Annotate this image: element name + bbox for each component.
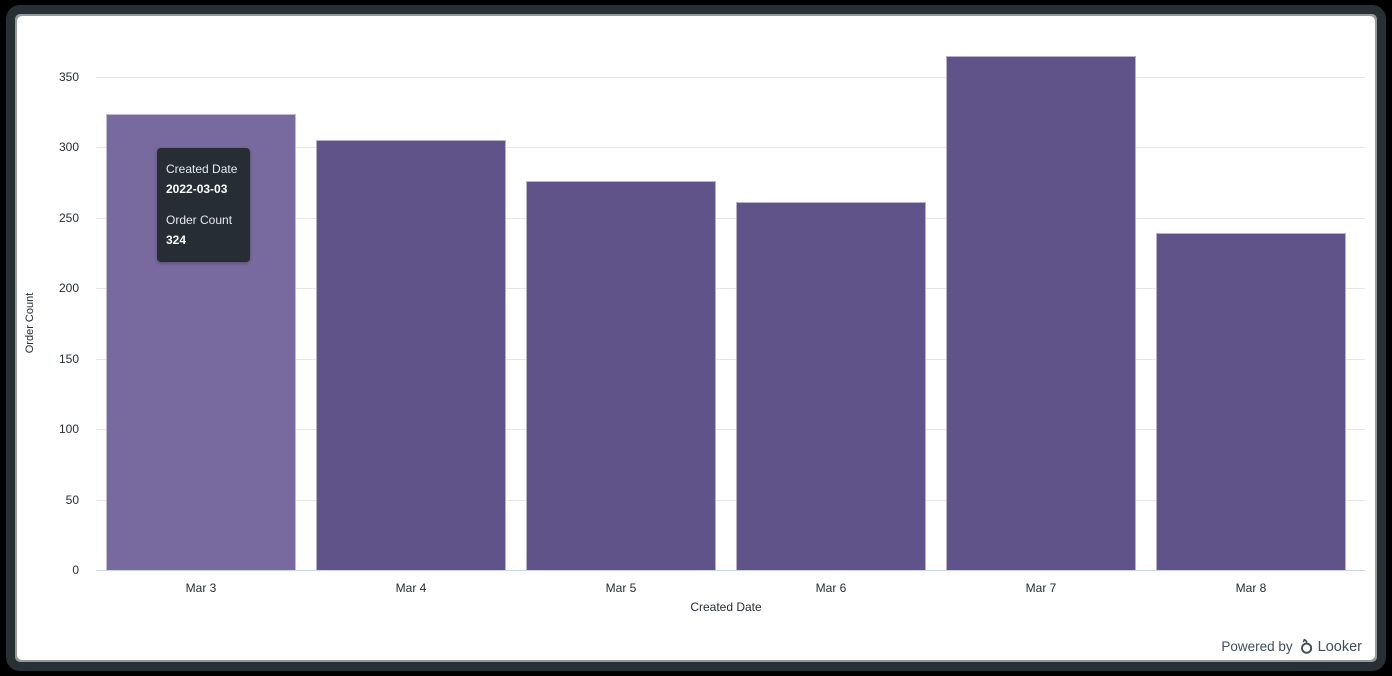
y-tick-label-150: 150: [58, 352, 79, 366]
gridline-y-250: [96, 218, 1365, 219]
y-tick-label-250: 250: [58, 211, 79, 225]
gridline-y-350: [96, 77, 1365, 78]
tooltip-dimension-label: Created Date: [166, 162, 238, 176]
y-tick-label-300: 300: [58, 140, 79, 154]
powered-by-text: Powered by: [1221, 639, 1293, 654]
gridline-y-100: [96, 429, 1365, 430]
powered-by-looker[interactable]: Powered by Looker: [1221, 638, 1362, 655]
brand-text: Looker: [1317, 638, 1362, 655]
x-axis-title: Created Date: [690, 600, 762, 614]
gridline-y-150: [96, 359, 1365, 360]
chart-canvas: Order Count Created Date 0 50 100 150 200 250…: [17, 16, 1375, 660]
gridline-y-200: [96, 288, 1365, 289]
tooltip-dimension-value: 2022-03-03: [166, 182, 228, 196]
x-tick-label-mar-5: Mar 5: [605, 581, 637, 595]
y-tick-label-100: 100: [58, 422, 79, 436]
x-tick-label-mar-3: Mar 3: [185, 581, 217, 595]
y-tick-label-200: 200: [58, 281, 79, 295]
bar-mar-7[interactable]: [946, 56, 1136, 570]
looker-logo-icon: [1300, 638, 1312, 654]
tooltip-measure-label: Order Count: [166, 213, 233, 227]
gridline-y-50: [96, 500, 1365, 501]
y-tick-label-50: 50: [65, 493, 79, 507]
tooltip-spacer: [166, 199, 240, 210]
y-tick-label-0: 0: [72, 563, 79, 577]
x-tick-label-mar-8: Mar 8: [1235, 581, 1267, 595]
bar-mar-5[interactable]: [526, 181, 716, 570]
x-tick-label-mar-4: Mar 4: [395, 581, 427, 595]
y-tick-label-350: 350: [58, 70, 79, 84]
bar-mar-6[interactable]: [736, 202, 926, 570]
tooltip: Created Date 2022-03-03 Order Count 324: [157, 148, 250, 262]
bar-mar-8[interactable]: [1156, 233, 1346, 570]
x-axis-line: [96, 570, 1365, 571]
y-axis-title: Order Count: [24, 292, 36, 354]
x-tick-label-mar-6: Mar 6: [815, 581, 847, 595]
bar-mar-4[interactable]: [316, 140, 506, 570]
tooltip-measure-value: 324: [166, 233, 187, 247]
chart-card: Order Count Created Date 0 50 100 150 200 250…: [6, 5, 1386, 671]
x-tick-label-mar-7: Mar 7: [1025, 581, 1057, 595]
gridline-y-300: [96, 147, 1365, 148]
